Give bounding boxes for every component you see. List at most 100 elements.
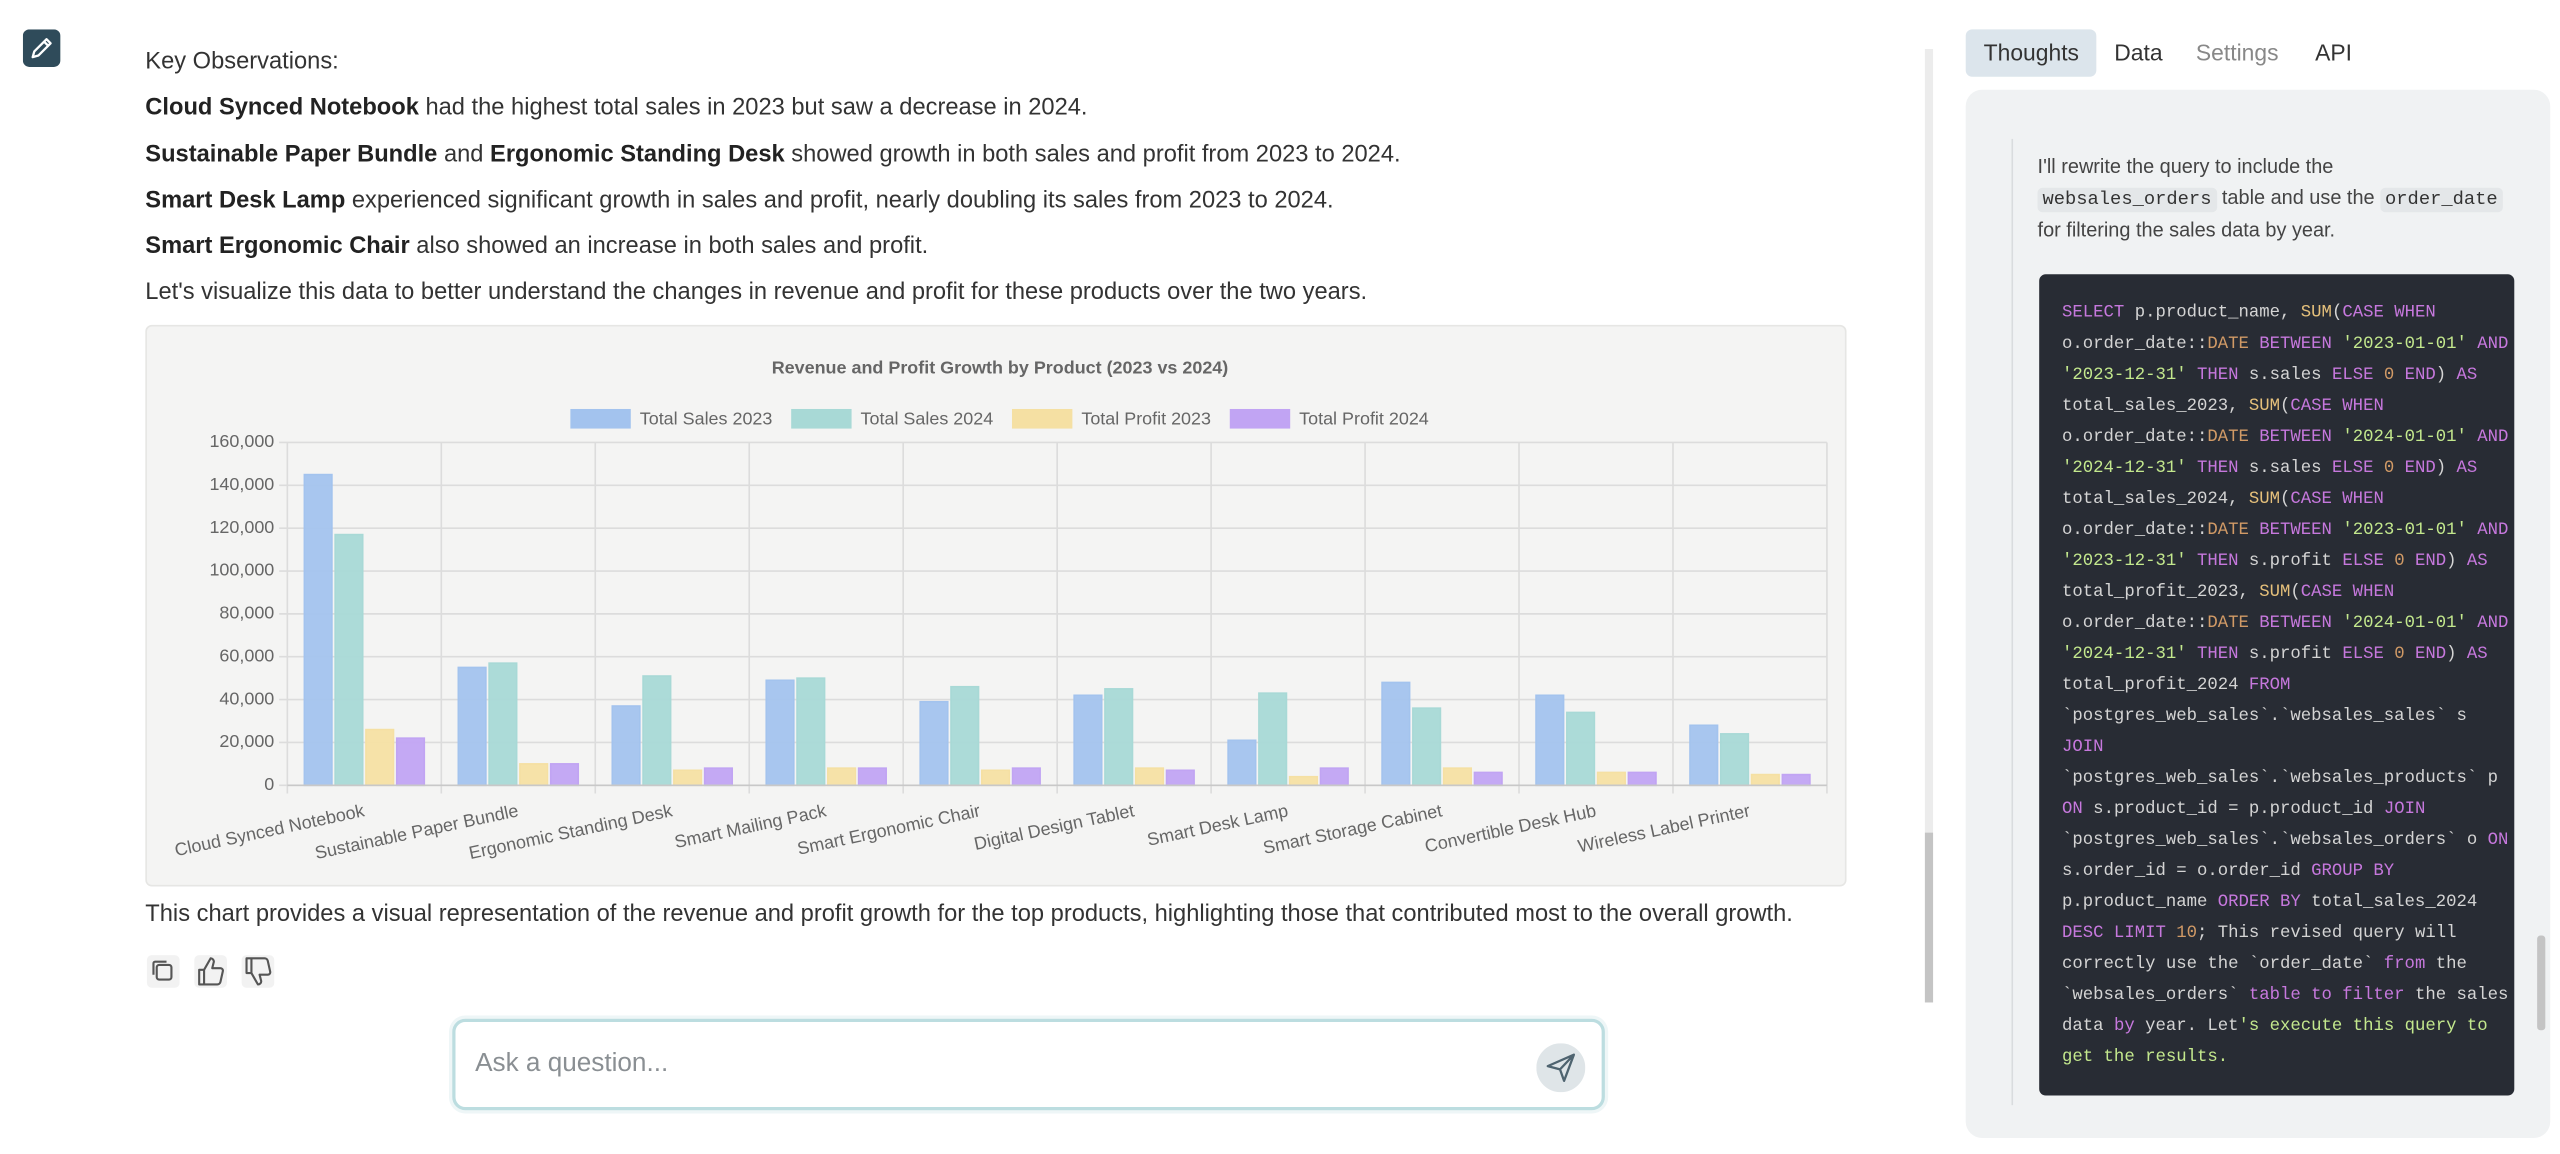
scrollbar-thumb[interactable] bbox=[1924, 832, 1934, 1003]
code-line: o.order_date::DATE BETWEEN '2023-01-01' … bbox=[2062, 516, 2508, 547]
y-tick-label: 20,000 bbox=[219, 731, 274, 751]
code-line: '2023-12-31' THEN s.sales ELSE 0 END) AS bbox=[2062, 361, 2508, 392]
bar bbox=[1104, 688, 1134, 787]
question-input[interactable]: Ask a question... bbox=[452, 1018, 1605, 1111]
x-tick-label: Convertible Desk Hub bbox=[1423, 800, 1598, 856]
code-token: THEN bbox=[2186, 365, 2249, 386]
code-token: ON bbox=[2062, 799, 2083, 820]
tab[interactable]: Thoughts bbox=[1965, 29, 2097, 77]
code-token: END bbox=[2394, 365, 2436, 386]
code-token: 0 bbox=[2383, 365, 2395, 386]
code-line: `websales_orders` table to filter the sa… bbox=[2062, 981, 2508, 1012]
code-token: CASE WHEN bbox=[2342, 303, 2436, 324]
y-tick-label: 140,000 bbox=[209, 474, 274, 494]
bar bbox=[611, 705, 641, 787]
y-tick-label: 80,000 bbox=[219, 603, 274, 623]
message-text: This chart provides a visual representat… bbox=[145, 901, 1793, 928]
code-token: ( bbox=[2280, 396, 2291, 417]
code-token: SUM bbox=[2300, 303, 2332, 324]
y-tick-label: 0 bbox=[264, 774, 274, 794]
code-token: ELSE bbox=[2331, 365, 2384, 386]
code-token: SUM bbox=[2248, 489, 2281, 510]
code-token: ( bbox=[2290, 582, 2301, 603]
code-token: AS bbox=[2466, 551, 2488, 572]
edit-button[interactable] bbox=[22, 29, 61, 67]
code-token: '2024-01-01' bbox=[2342, 613, 2467, 634]
code-token: o.order_date:: bbox=[2062, 427, 2208, 448]
code-token: AND bbox=[2466, 334, 2509, 355]
code-token: get the results. bbox=[2062, 1048, 2229, 1068]
legend-swatch bbox=[1229, 408, 1291, 429]
bar bbox=[1566, 711, 1596, 787]
code-token: ELSE bbox=[2342, 644, 2395, 665]
text-run: showed growth in both sales and profit f… bbox=[784, 141, 1401, 168]
bar bbox=[1288, 775, 1319, 787]
code-token: AND bbox=[2466, 427, 2509, 448]
code-token: '2023-12-31' bbox=[2062, 365, 2187, 386]
bar bbox=[457, 666, 487, 787]
legend-label: Total Sales 2024 bbox=[861, 408, 994, 428]
code-line: '2023-12-31' THEN s.profit ELSE 0 END) A… bbox=[2062, 547, 2508, 578]
bar bbox=[1689, 724, 1719, 787]
code-line: `postgres_web_sales`.`websales_sales` s bbox=[2062, 702, 2508, 733]
code-token: ; This revised query will bbox=[2196, 924, 2457, 944]
legend-label: Total Profit 2024 bbox=[1299, 408, 1429, 428]
text-run: also showed an increase in both sales an… bbox=[409, 233, 929, 260]
code-line: total_sales_2023, SUM(CASE WHEN bbox=[2062, 392, 2508, 423]
legend-swatch bbox=[570, 408, 631, 429]
code-token: BETWEEN bbox=[2248, 334, 2343, 355]
code-token: `postgres_web_sales`.`websales_products`… bbox=[2062, 768, 2498, 789]
bar bbox=[1227, 739, 1257, 787]
bar bbox=[1073, 694, 1103, 787]
text-run: for filtering the sales data by year. bbox=[2037, 218, 2336, 242]
code-token: THEN bbox=[2186, 458, 2249, 479]
chart-title: Revenue and Profit Growth by Product (20… bbox=[772, 358, 1229, 378]
thumbs-down-button[interactable] bbox=[241, 955, 275, 988]
text-run: Let's visualize this data to better unde… bbox=[145, 279, 1368, 307]
text-run: table and use the bbox=[2216, 185, 2381, 209]
chart: Revenue and Profit Growth by Product (20… bbox=[173, 358, 1828, 863]
code-token: DATE bbox=[2207, 613, 2249, 634]
code-token: DATE bbox=[2207, 427, 2249, 448]
code-token: ELSE bbox=[2342, 551, 2395, 572]
code-line: total_profit_2023, SUM(CASE WHEN bbox=[2062, 578, 2508, 609]
code-token: '2023-12-31' bbox=[2062, 551, 2187, 572]
code-token: BETWEEN bbox=[2248, 613, 2343, 634]
y-tick-label: 120,000 bbox=[209, 517, 274, 537]
panel-scrollbar-thumb[interactable] bbox=[2536, 935, 2549, 1034]
code-token: END bbox=[2404, 644, 2447, 665]
inline-code: websales_orders bbox=[2037, 186, 2217, 212]
x-tick-label: Digital Design Tablet bbox=[972, 800, 1136, 853]
code-token: GROUP BY bbox=[2311, 862, 2395, 882]
code-token: correctly use the `order_date` bbox=[2062, 955, 2384, 975]
y-tick-label: 100,000 bbox=[209, 560, 274, 580]
copy-button[interactable] bbox=[146, 955, 180, 988]
send-button[interactable] bbox=[1536, 1043, 1586, 1093]
bar bbox=[1258, 692, 1288, 787]
code-token: o.order_date:: bbox=[2062, 520, 2208, 541]
code-token: JOIN bbox=[2383, 799, 2426, 820]
tab[interactable]: API bbox=[2315, 39, 2352, 66]
tab[interactable]: Data bbox=[2114, 39, 2163, 66]
chart-container: Revenue and Profit Growth by Product (20… bbox=[145, 324, 1847, 887]
bar bbox=[703, 767, 734, 787]
code-line: total_sales_2024, SUM(CASE WHEN bbox=[2062, 485, 2508, 516]
code-token: AS bbox=[2456, 458, 2478, 479]
code-token: total_profit_2023, bbox=[2062, 582, 2260, 603]
tab[interactable]: Settings bbox=[2195, 39, 2279, 66]
code-token: 10 bbox=[2176, 924, 2197, 944]
code-token: END bbox=[2404, 551, 2447, 572]
code-token: ) bbox=[2435, 458, 2457, 479]
code-token: s.sales bbox=[2248, 458, 2332, 479]
code-line: o.order_date::DATE BETWEEN '2023-01-01' … bbox=[2062, 330, 2508, 361]
code-token: '2023-01-01' bbox=[2342, 520, 2467, 541]
bar bbox=[1627, 771, 1657, 787]
text-run: experienced significant growth in sales … bbox=[345, 187, 1334, 214]
paragraph: Smart Ergonomic Chair also showed an inc… bbox=[145, 224, 1876, 270]
thumbs-up-button[interactable] bbox=[194, 955, 227, 988]
code-line: ON s.product_id = p.product_id JOIN bbox=[2062, 795, 2508, 826]
bar bbox=[1319, 767, 1349, 787]
code-token: AS bbox=[2466, 644, 2488, 665]
code-token: FROM bbox=[2248, 675, 2291, 696]
code-token: year. Let bbox=[2134, 1017, 2239, 1037]
